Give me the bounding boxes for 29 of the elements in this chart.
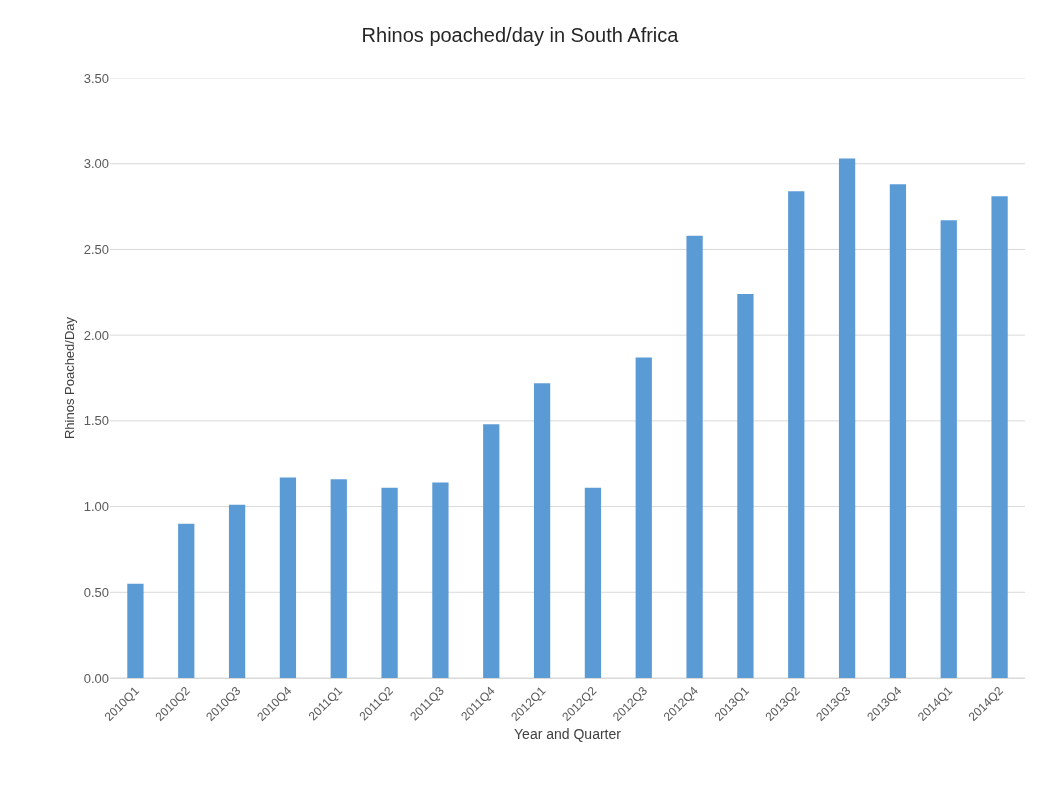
y-tick-label: 1.00 — [83, 499, 109, 515]
bar — [228, 504, 246, 678]
y-tick-label: 0.50 — [83, 584, 109, 600]
y-tick-label: 1.50 — [83, 413, 109, 429]
x-axis-title: Year and Quarter — [514, 725, 622, 742]
bar — [432, 482, 449, 678]
bar — [178, 523, 195, 678]
bar — [838, 158, 856, 678]
bar — [635, 357, 652, 678]
bar — [330, 479, 347, 678]
bar — [991, 196, 1008, 678]
bar — [127, 583, 144, 678]
chart-title: Rhinos poached/day in South Africa — [361, 23, 680, 46]
bar — [737, 294, 754, 678]
y-tick-label: 3.50 — [83, 70, 109, 86]
y-tick-label: 2.00 — [83, 327, 109, 343]
y-tick-label: 2.50 — [83, 241, 109, 257]
bar — [533, 383, 551, 678]
bar — [381, 487, 398, 678]
bar — [889, 184, 907, 678]
bar — [788, 191, 805, 678]
y-tick-label: 3.00 — [83, 156, 109, 172]
bar — [940, 220, 957, 678]
bar — [483, 424, 500, 678]
bar — [584, 487, 602, 678]
bar — [686, 235, 703, 678]
bar — [279, 477, 297, 678]
y-tick-label: 0.00 — [83, 670, 109, 686]
y-axis-title: Rhinos Poached/Day — [62, 316, 77, 440]
